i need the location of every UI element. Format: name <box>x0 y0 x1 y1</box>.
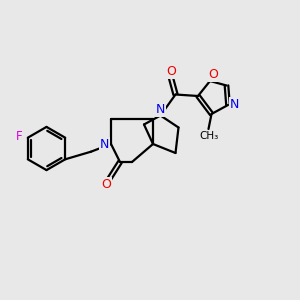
Text: N: N <box>156 103 165 116</box>
Text: F: F <box>16 130 23 143</box>
Text: N: N <box>100 137 109 151</box>
Text: CH₃: CH₃ <box>199 130 218 141</box>
Text: O: O <box>209 68 218 82</box>
Text: N: N <box>230 98 239 112</box>
Text: O: O <box>166 65 176 79</box>
Text: O: O <box>102 178 111 191</box>
